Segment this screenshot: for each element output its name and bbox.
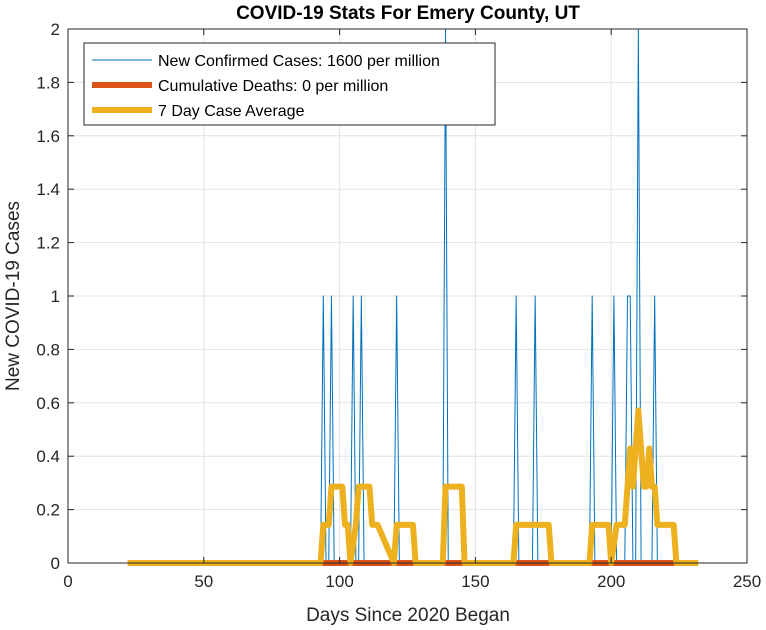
y-tick-label: 0.4 <box>36 447 60 466</box>
x-axis-label: Days Since 2020 Began <box>306 605 510 626</box>
legend-label-new-cases: New Confirmed Cases: 1600 per million <box>158 53 440 70</box>
y-tick-label: 0.2 <box>36 501 60 520</box>
legend-box <box>83 42 496 126</box>
ticks: 0 50 100 150 200 250 0 0.2 0.4 0.6 0.8 1 1.2 1.4 1.6 1.… <box>36 20 761 591</box>
y-tick-label: 0.8 <box>36 340 60 359</box>
x-tick-label: 50 <box>194 572 213 591</box>
y-tick-label: 1.8 <box>36 73 60 92</box>
legend-label-7day-average: 7 Day Case Average <box>158 103 305 120</box>
y-axis-label: New COVID-19 Cases <box>3 201 24 391</box>
y-tick-label: 1 <box>51 287 60 306</box>
y-tick-label: 1.6 <box>36 127 60 146</box>
x-tick-label: 250 <box>733 572 761 591</box>
y-tick-label: 2 <box>51 20 60 39</box>
series-line-7day-case-average <box>127 407 699 566</box>
y-tick-label: 1.4 <box>36 180 60 199</box>
x-tick-label: 150 <box>461 572 489 591</box>
y-tick-label: 1.2 <box>36 234 60 253</box>
y-tick-label: 0.6 <box>36 394 60 413</box>
x-tick-label: 200 <box>597 572 625 591</box>
y-tick-label: 0 <box>51 554 60 573</box>
legend-label-deaths: Cumulative Deaths: 0 per million <box>158 78 388 95</box>
x-tick-label: 100 <box>325 572 353 591</box>
x-tick-label: 0 <box>63 572 72 591</box>
legend: New Confirmed Cases: 1600 per million Cu… <box>83 42 496 126</box>
chart-title: COVID-19 Stats For Emery County, UT <box>236 3 580 24</box>
